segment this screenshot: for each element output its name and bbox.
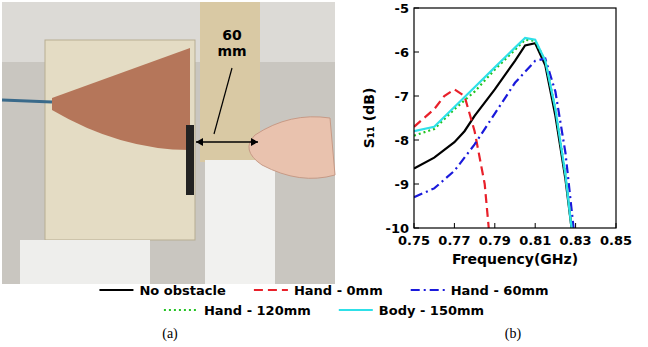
y-axis-title: S₁₁ (dB)	[361, 88, 377, 149]
connector	[186, 125, 194, 195]
x-tick	[454, 223, 455, 228]
y-tick	[414, 228, 419, 229]
legend-item: Hand - 60mm	[411, 283, 549, 298]
y-tick	[414, 96, 419, 97]
legend-swatch	[339, 309, 373, 311]
y-tick-label: -6	[395, 45, 409, 60]
x-tick	[535, 223, 536, 228]
legend-item: No obstacle	[99, 283, 225, 298]
cable	[2, 100, 52, 102]
y-tick	[414, 52, 419, 53]
y-tick-label: -10	[386, 221, 410, 236]
legend-swatch	[164, 309, 198, 311]
arrow-heads	[196, 138, 258, 146]
x-tick-label: 0.77	[438, 233, 470, 248]
legend-swatch	[411, 289, 445, 291]
antenna-board	[45, 40, 195, 240]
foam-block	[20, 240, 150, 284]
series-line	[414, 38, 572, 228]
antenna-copper	[52, 48, 190, 150]
y-tick	[414, 140, 419, 141]
y-tick-label: -9	[395, 177, 409, 192]
series-group	[414, 38, 574, 228]
figure: 60mm(a)(b)0.750.770.790.810.830.85-10-9-…	[0, 0, 648, 347]
legend-label: Body - 150mm	[379, 303, 484, 318]
legend-item: Body - 150mm	[339, 303, 484, 318]
y-tick-label: -7	[395, 89, 409, 104]
distance-label-line: 60	[222, 27, 242, 43]
x-axis-title: Frequency(GHz)	[452, 251, 578, 267]
x-tick-label: 0.85	[600, 233, 632, 248]
legend-item: Hand - 0mm	[254, 283, 383, 298]
y-tick-label: -8	[395, 133, 409, 148]
distance-arrow	[196, 141, 258, 143]
y-tick	[414, 184, 419, 185]
photo	[2, 2, 335, 284]
hand	[249, 117, 335, 179]
annotation-leader	[214, 68, 232, 134]
plot-frame	[414, 8, 616, 228]
x-tick	[494, 223, 495, 228]
legend: No obstacle Hand - 0mm Hand - 60mm Hand - 1…	[99, 283, 548, 318]
x-tick-label: 0.83	[560, 233, 592, 248]
legend-swatch	[254, 289, 288, 291]
x-tick-label: 0.79	[479, 233, 511, 248]
y-tick	[414, 8, 419, 9]
foam-block	[205, 160, 275, 284]
legend-label: Hand - 0mm	[294, 283, 383, 298]
legend-item: Hand - 120mm	[164, 303, 311, 318]
distance-label: 60mm	[217, 27, 246, 59]
photo-background	[2, 2, 335, 284]
distance-label-line: mm	[217, 43, 246, 59]
x-tick	[575, 223, 576, 228]
legend-label: Hand - 120mm	[204, 303, 311, 318]
x-tick	[414, 223, 415, 228]
panel-label: (b)	[505, 326, 522, 342]
panel-label: (a)	[162, 326, 178, 342]
x-tick-label: 0.81	[519, 233, 551, 248]
legend-label: Hand - 60mm	[451, 283, 549, 298]
y-tick-label: -5	[395, 1, 409, 16]
legend-swatch	[99, 289, 133, 291]
x-tick	[616, 223, 617, 228]
legend-label: No obstacle	[139, 283, 225, 298]
